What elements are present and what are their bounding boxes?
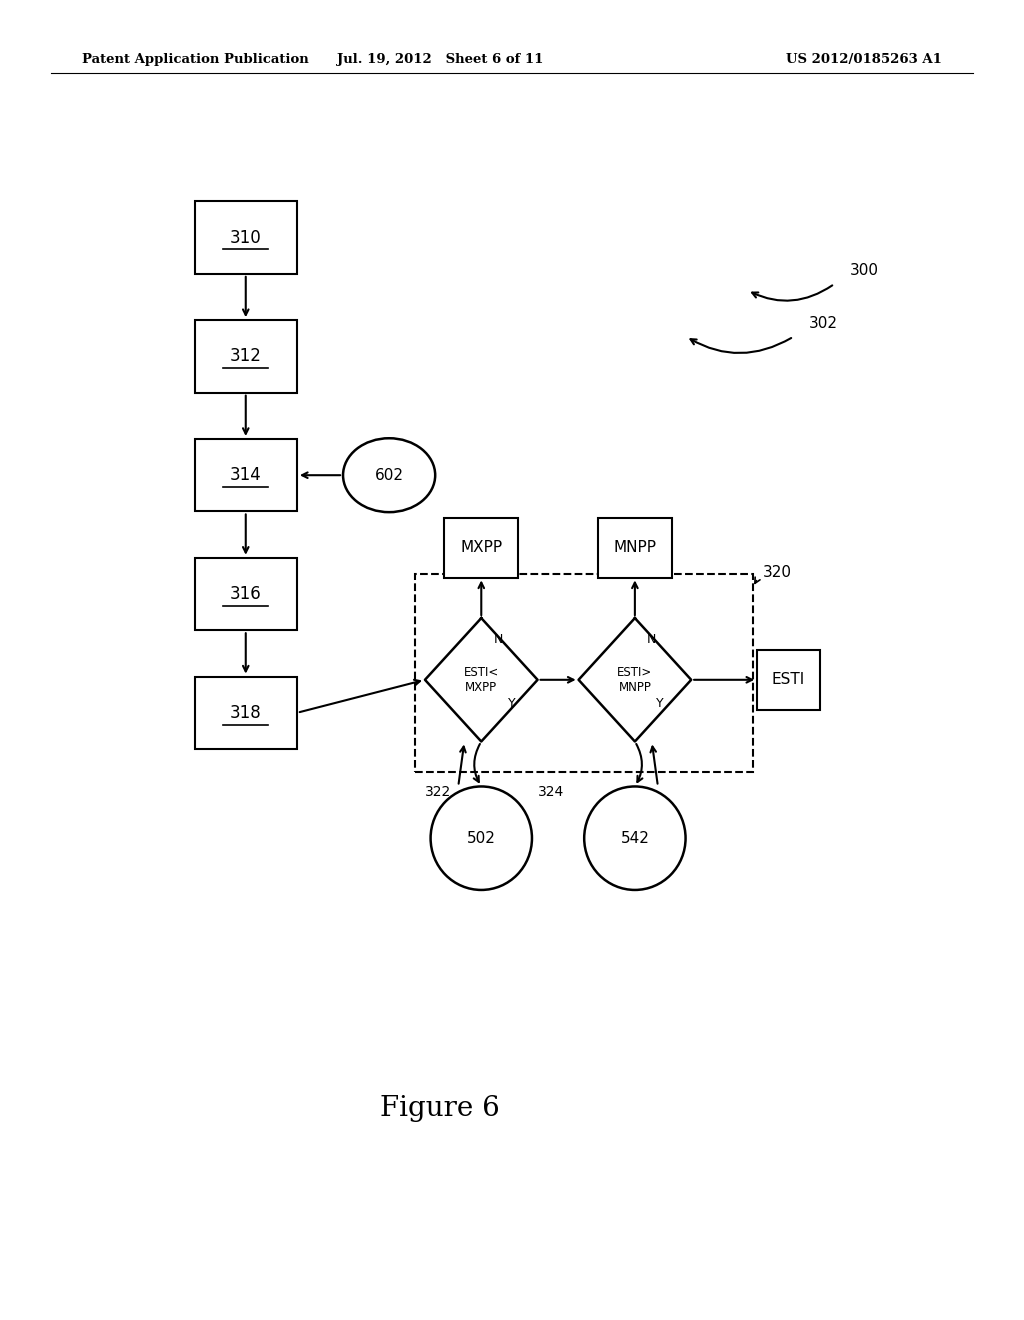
Text: ESTI>
MNPP: ESTI> MNPP — [617, 665, 652, 694]
Text: 502: 502 — [467, 830, 496, 846]
Text: ESTI: ESTI — [772, 672, 805, 688]
Text: ESTI<
MXPP: ESTI< MXPP — [464, 665, 499, 694]
FancyBboxPatch shape — [195, 319, 297, 393]
Text: 314: 314 — [229, 466, 262, 484]
Polygon shape — [425, 618, 538, 742]
Text: N: N — [494, 632, 503, 645]
Text: 602: 602 — [375, 467, 403, 483]
Ellipse shape — [584, 787, 686, 890]
Text: 322: 322 — [425, 784, 452, 799]
Text: 310: 310 — [229, 228, 262, 247]
Text: 300: 300 — [850, 263, 879, 279]
Text: 312: 312 — [229, 347, 262, 366]
Text: 302: 302 — [809, 315, 838, 331]
Ellipse shape — [343, 438, 435, 512]
Ellipse shape — [430, 787, 532, 890]
FancyBboxPatch shape — [195, 557, 297, 630]
Text: US 2012/0185263 A1: US 2012/0185263 A1 — [786, 53, 942, 66]
Text: Jul. 19, 2012   Sheet 6 of 11: Jul. 19, 2012 Sheet 6 of 11 — [337, 53, 544, 66]
Text: MNPP: MNPP — [613, 540, 656, 556]
FancyBboxPatch shape — [757, 651, 820, 710]
FancyBboxPatch shape — [195, 201, 297, 275]
FancyBboxPatch shape — [195, 438, 297, 511]
Polygon shape — [579, 618, 691, 742]
FancyBboxPatch shape — [598, 517, 672, 578]
FancyBboxPatch shape — [444, 517, 518, 578]
Text: 542: 542 — [621, 830, 649, 846]
Text: 316: 316 — [229, 585, 262, 603]
Text: Figure 6: Figure 6 — [381, 1096, 500, 1122]
Text: N: N — [647, 632, 656, 645]
Text: 320: 320 — [763, 565, 792, 579]
Text: 318: 318 — [229, 704, 262, 722]
Text: MXPP: MXPP — [460, 540, 503, 556]
Text: Patent Application Publication: Patent Application Publication — [82, 53, 308, 66]
Text: 324: 324 — [538, 784, 564, 799]
Text: Y: Y — [509, 697, 516, 710]
Text: Y: Y — [656, 697, 664, 710]
FancyBboxPatch shape — [195, 676, 297, 750]
